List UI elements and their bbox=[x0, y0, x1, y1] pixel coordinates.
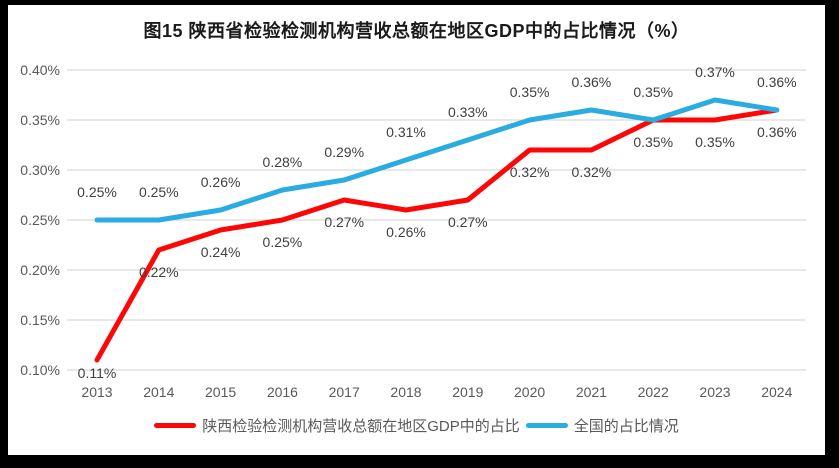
legend-swatch-national bbox=[525, 423, 568, 428]
shaanxi-line bbox=[94, 107, 780, 363]
line-chart-canvas bbox=[67, 69, 806, 371]
legend-swatch-shaanxi bbox=[154, 423, 197, 428]
national-line bbox=[94, 97, 780, 223]
chart-title: 图15 陕西省检验检测机构营收总额在地区GDP中的占比情况（%） bbox=[143, 21, 690, 41]
legend-label-shaanxi: 陕西检验检测机构营收总额在地区GDP中的占比 bbox=[202, 418, 520, 435]
chart-panel: 图15 陕西省检验检测机构营收总额在地区GDP中的占比情况（%） 0.10% 0.… bbox=[8, 5, 825, 455]
legend: 陕西检验检测机构营收总额在地区GDP中的占比 全国的占比情况 bbox=[8, 415, 825, 436]
legend-label-national: 全国的占比情况 bbox=[573, 418, 679, 435]
